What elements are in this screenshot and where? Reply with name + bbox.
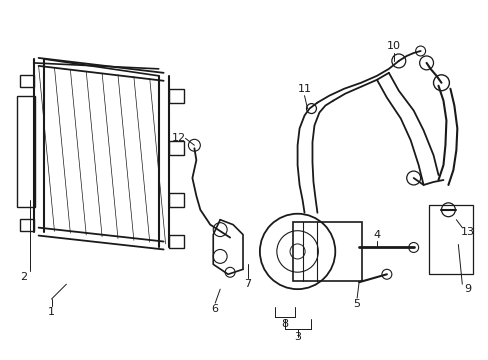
Bar xyxy=(427,205,472,274)
Text: 1: 1 xyxy=(48,307,55,317)
Bar xyxy=(20,219,34,231)
Bar xyxy=(20,75,34,87)
Text: 10: 10 xyxy=(386,41,400,51)
Text: 2: 2 xyxy=(20,272,27,282)
Text: 12: 12 xyxy=(171,133,185,143)
Text: 5: 5 xyxy=(353,299,360,309)
Bar xyxy=(168,235,184,248)
Bar xyxy=(292,222,361,281)
Text: 8: 8 xyxy=(281,319,287,329)
Text: 6: 6 xyxy=(211,304,218,314)
Text: 3: 3 xyxy=(293,332,301,342)
Text: 11: 11 xyxy=(297,84,311,94)
Text: 9: 9 xyxy=(464,284,471,294)
Bar xyxy=(17,96,35,207)
Text: 13: 13 xyxy=(460,226,474,237)
Bar xyxy=(20,179,34,191)
Bar xyxy=(168,141,184,155)
Bar xyxy=(20,125,34,136)
Text: 7: 7 xyxy=(244,279,251,289)
Text: 4: 4 xyxy=(373,230,380,239)
Bar xyxy=(168,89,184,103)
Bar xyxy=(168,193,184,207)
